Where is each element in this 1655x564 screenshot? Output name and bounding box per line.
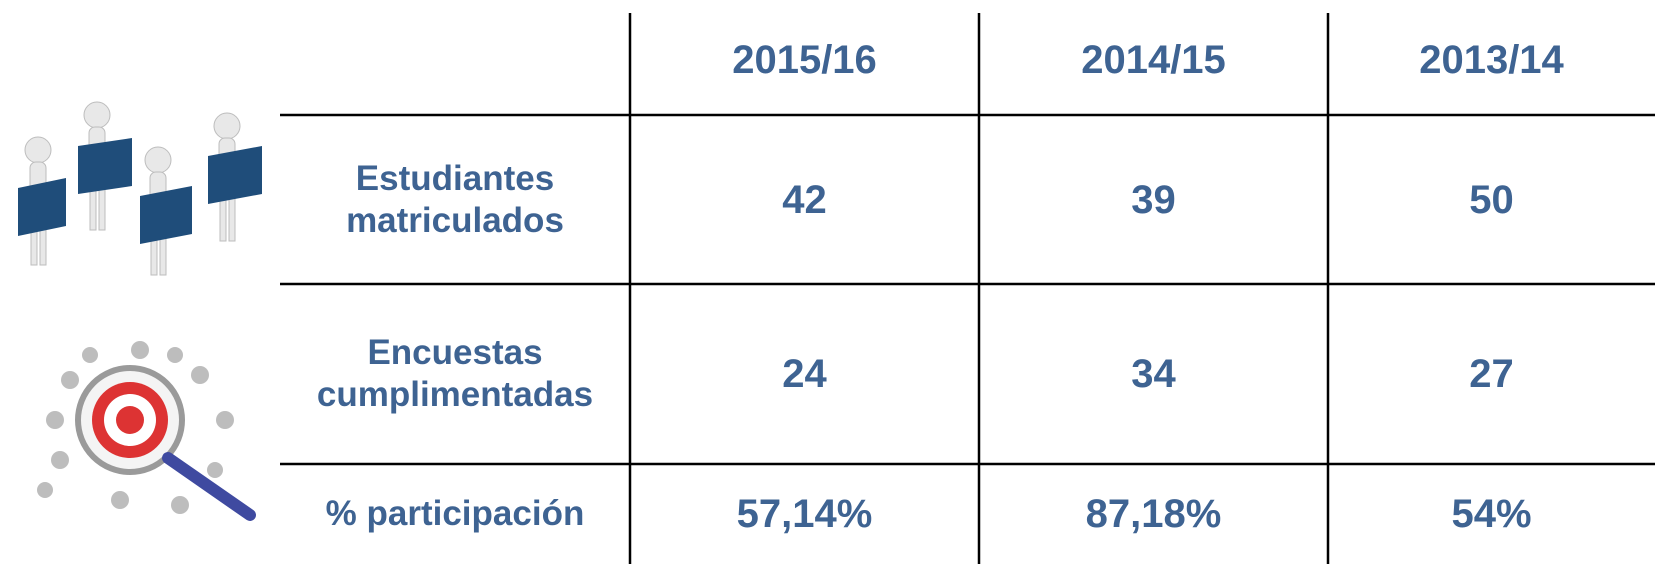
table-cell: 24 [630, 284, 979, 464]
row-label: % participación [300, 464, 610, 564]
row-label: Estudiantes matriculados [300, 115, 610, 284]
table-cell: 27 [1328, 284, 1655, 464]
table-cell: 57,14% [630, 464, 979, 564]
people-illustration [18, 102, 262, 275]
table-cell: 87,18% [979, 464, 1328, 564]
table-cell: 54% [1328, 464, 1655, 564]
row-label: Encuestas cumplimentadas [300, 284, 610, 464]
column-header: 2013/14 [1328, 13, 1655, 107]
search-illustration [37, 341, 250, 515]
table-cell: 42 [630, 115, 979, 284]
column-header: 2015/16 [630, 13, 979, 107]
table-cell: 34 [979, 284, 1328, 464]
page: (() => { const data = JSON.parse(documen… [0, 0, 1655, 564]
column-header: 2014/15 [979, 13, 1328, 107]
table-cell: 39 [979, 115, 1328, 284]
table-cell: 50 [1328, 115, 1655, 284]
